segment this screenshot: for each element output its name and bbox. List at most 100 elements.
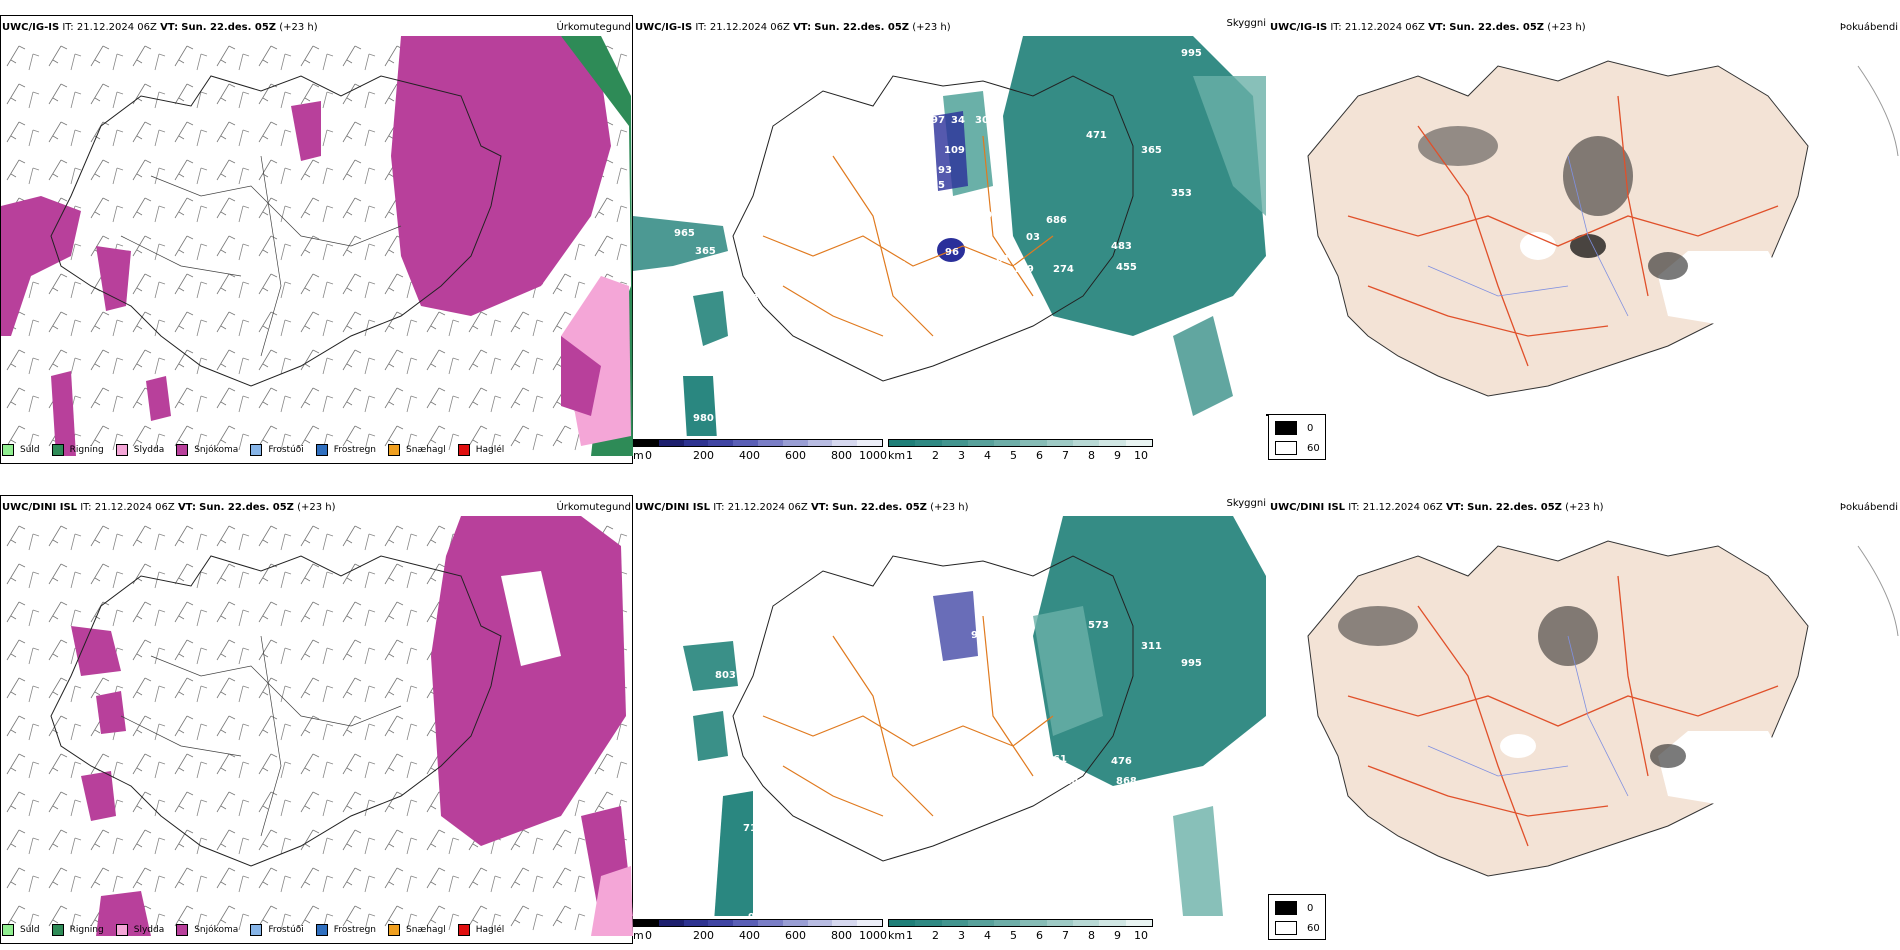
- tick-label: 3: [958, 449, 965, 462]
- it-value: 21.12.2024 06Z: [1344, 22, 1425, 33]
- snow-area: [431, 516, 626, 846]
- iceland-outline: [50, 75, 502, 387]
- tick-label: 9: [1114, 449, 1121, 462]
- legend-swatch: [176, 444, 189, 456]
- fog-scale-legend: [1266, 414, 1268, 416]
- fog-swatch-high: [1275, 421, 1297, 435]
- panel-header: UWC/IG-IS IT: 21.12.2024 06Z VT: Sun. 22…: [2, 22, 318, 33]
- snow-area: [391, 36, 611, 316]
- unit-label: m: [633, 929, 644, 942]
- vis-label: 61: [996, 254, 1010, 265]
- legend-item: Rigning: [51, 444, 104, 456]
- panel-title: Þokuábendi: [1839, 22, 1898, 33]
- vt-label: VT:: [1445, 502, 1464, 513]
- it-value: 21.12.2024 06Z: [1362, 502, 1443, 513]
- legend-swatch: [51, 924, 64, 936]
- vis-label: 995: [1181, 658, 1202, 669]
- vt-value: Sun. 22.des. 05Z: [1449, 22, 1545, 33]
- legend-item: Frostregn: [315, 924, 377, 936]
- legend-swatch: [250, 924, 263, 936]
- fog-scale-high: 0: [1307, 423, 1314, 434]
- legend-label: Slydda: [133, 925, 165, 935]
- tick-label: 1: [906, 449, 913, 462]
- vis-label: 316: [949, 195, 970, 206]
- tick-label: 200: [693, 929, 714, 942]
- vis-label: 346: [1018, 776, 1039, 787]
- legend-label: Rigning: [69, 445, 104, 455]
- tick-label: 1: [906, 929, 913, 942]
- vis-label: 686: [1046, 215, 1067, 226]
- tick-label: 6: [1036, 929, 1043, 942]
- panel-header: UWC/IG-IS IT: 21.12.2024 06Z VT: Sun. 22…: [1270, 22, 1586, 33]
- iceland-land: [1307, 60, 1809, 397]
- vis-label: 365: [695, 246, 716, 257]
- precip-map: [1, 516, 633, 936]
- elevation-bar: [633, 919, 883, 927]
- vt-label: VT:: [160, 22, 179, 33]
- legend-label: Frostregn: [333, 925, 377, 935]
- visibility-panel-row2: UWC/DINI ISL IT: 21.12.2024 06Z VT: Sun.…: [633, 480, 1268, 950]
- tick-label: 800: [831, 929, 852, 942]
- it-label: IT:: [1330, 22, 1342, 33]
- vis-label: 476: [1111, 756, 1132, 767]
- tick-label: 400: [739, 929, 760, 942]
- vis-label: 109: [944, 145, 965, 156]
- visibility-map: 803 573 311 995 476 346 384 868 719 927 …: [683, 516, 1266, 916]
- vis-label: 93: [938, 165, 952, 176]
- visibility-colorbar: km 1 2 3 4 5 6 7 8 9 10: [888, 919, 1153, 947]
- vis-label: 573: [1088, 620, 1109, 631]
- visibility-colorbar: km 1 2 3 4 5 6 7 8 9 10: [888, 439, 1153, 467]
- tick-label: 400: [739, 449, 760, 462]
- panel-header: UWC/IG-IS IT: 21.12.2024 06Z VT: Sun. 22…: [635, 22, 951, 33]
- legend-item: Haglél: [457, 444, 504, 456]
- fog-map: [1307, 540, 1899, 877]
- tick-label: 2: [932, 449, 939, 462]
- tick-label: 0: [645, 929, 652, 942]
- unit-label: km: [888, 929, 906, 942]
- vis-label: 171: [886, 260, 907, 271]
- legend-label: Snæhagl: [406, 445, 446, 455]
- legend-swatch: [115, 444, 128, 456]
- lead-time: (+23 h): [1565, 502, 1604, 513]
- tick-label: 7: [1062, 929, 1069, 942]
- model-name: UWC/IG-IS: [635, 22, 693, 33]
- vis-label: 927: [748, 912, 769, 916]
- it-label: IT:: [62, 22, 74, 33]
- model-name: UWC/DINI ISL: [1270, 502, 1346, 513]
- legend-item: Snæhagl: [388, 444, 446, 456]
- panel-header: UWC/DINI ISL IT: 21.12.2024 06Z VT: Sun.…: [2, 502, 336, 513]
- lead-time: (+23 h): [297, 502, 336, 513]
- tick-label: 1000: [859, 929, 887, 942]
- legend-swatch: [457, 924, 470, 936]
- lead-time: (+23 h): [930, 502, 969, 513]
- panel-title: Þokuábendi: [1839, 502, 1898, 513]
- legend-swatch: [315, 444, 328, 456]
- vis-label: 03: [1026, 232, 1040, 243]
- legend-label: Snjókoma: [194, 445, 239, 455]
- panel-header: UWC/DINI ISL IT: 21.12.2024 06Z VT: Sun.…: [1270, 502, 1604, 513]
- panel-header: UWC/DINI ISL IT: 21.12.2024 06Z VT: Sun.…: [635, 502, 969, 513]
- it-value: 21.12.2024 06Z: [76, 22, 157, 33]
- elevation-colorbar: m 0 200 400 600 800 1000: [633, 439, 887, 467]
- tick-label: 5: [1010, 929, 1017, 942]
- vis-label: 9: [971, 630, 978, 641]
- vis-label: 96: [945, 247, 959, 258]
- tick-label: 0: [645, 449, 652, 462]
- legend-item: Frostúði: [250, 444, 304, 456]
- tick-label: 10: [1134, 929, 1148, 942]
- vis-label: 975: [1233, 60, 1254, 71]
- tick-label: 10: [1134, 449, 1148, 462]
- legend-item: Slydda: [115, 444, 164, 456]
- vt-value: Sun. 22.des. 05Z: [814, 22, 910, 33]
- vis-label: 965: [674, 228, 695, 239]
- precip-map: [1, 36, 633, 456]
- legend-item: Rigning: [51, 924, 104, 936]
- legend-item: Frostregn: [315, 444, 376, 456]
- legend-label: Frostúði: [268, 925, 304, 935]
- legend-label: Súld: [20, 445, 40, 455]
- visibility-labels: 803 573 311 995 476 346 384 868 719 927 …: [715, 620, 1202, 916]
- legend-swatch: [115, 924, 128, 936]
- vis-label: 353: [1171, 188, 1192, 199]
- tick-label: 9: [1114, 929, 1121, 942]
- model-name: UWC/IG-IS: [1270, 22, 1328, 33]
